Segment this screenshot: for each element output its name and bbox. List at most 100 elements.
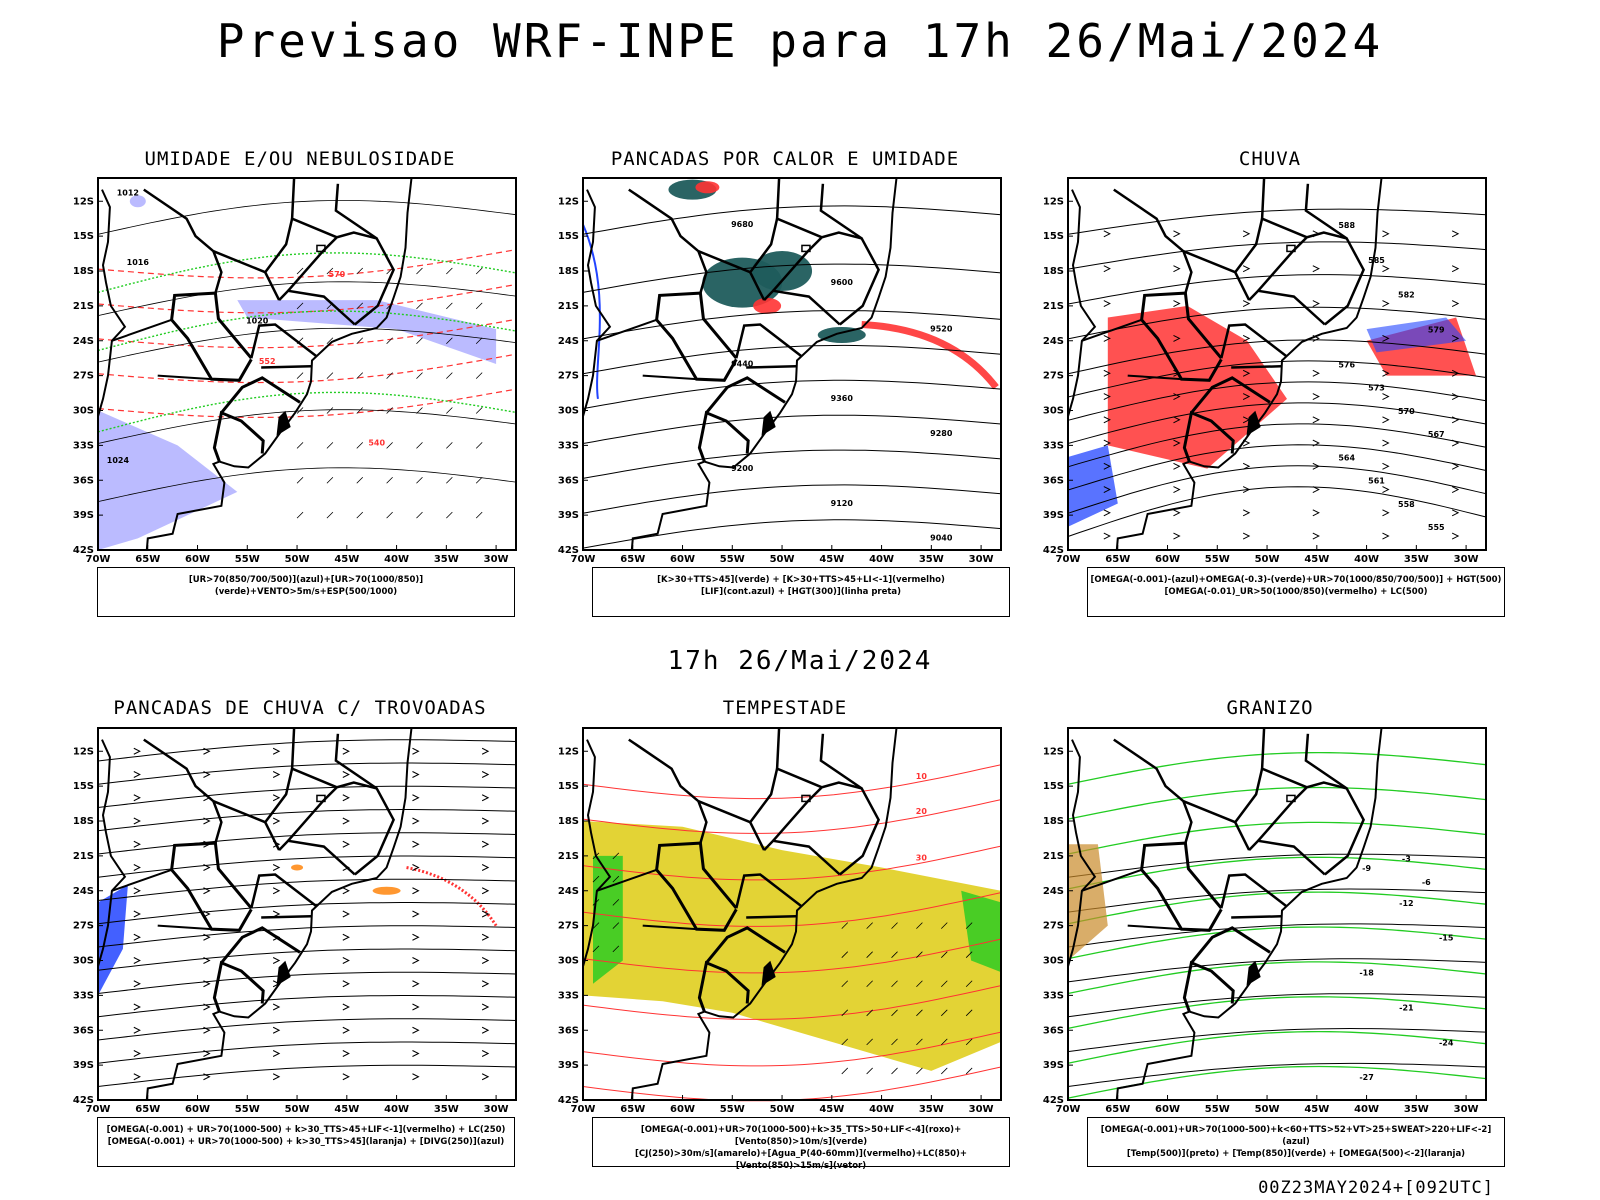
map-umidade: 1012 1016 1020 1024 570 552 540 12S 15S 18S 21S 24S… (73, 177, 517, 564)
uruguay-border (1182, 410, 1235, 463)
streamline-arrow (272, 864, 281, 871)
lon-label: 70W (1056, 1104, 1081, 1114)
lon-label: 30W (1454, 1104, 1479, 1114)
streamline-arrow (1173, 439, 1181, 447)
wind-vector (475, 476, 483, 484)
lon-label: 65W (1105, 554, 1130, 564)
height-isoline (582, 449, 1002, 479)
wind-vector-15ms (965, 1009, 973, 1017)
lon-label: 40W (384, 1104, 409, 1114)
lat-label: 33S (73, 990, 94, 1001)
lon-label: 50W (285, 1104, 310, 1114)
height-isoline (582, 263, 1002, 293)
wind-vector (356, 476, 364, 484)
streamline-arrow (1173, 393, 1181, 400)
lat-label: 36S (73, 1025, 94, 1036)
streamline-arrow (1382, 509, 1390, 517)
streamline-arrow (1242, 369, 1251, 377)
streamline-arrow (1382, 230, 1390, 238)
lon-label: 45W (334, 554, 359, 564)
temp500-isoline (1067, 888, 1487, 913)
legend-line: [K>30+TTS>45](verde) + [K>30+TTS>45+LI<-… (657, 575, 945, 585)
height-isoline (582, 379, 1002, 410)
ba-border (1304, 733, 1348, 790)
streamline-arrow (1173, 334, 1181, 342)
streamline-arrow (1173, 486, 1181, 493)
legend-line: [UR>70(850/700/500)](azul)+[UR>70(1000/8… (188, 575, 424, 597)
map-frame (1067, 727, 1487, 1101)
streamline-arrow (1103, 509, 1111, 517)
geopotential-isoline (1067, 241, 1487, 270)
argentina-border (642, 374, 697, 381)
isobar-label: 1016 (127, 258, 150, 267)
streamline-arrow (1103, 486, 1111, 493)
streamline-arrow (1103, 532, 1111, 540)
lat-label: 30S (558, 406, 579, 417)
wind-vector (416, 302, 423, 310)
streamline-arrow (342, 771, 350, 778)
wind-vector-15ms (841, 980, 849, 988)
wind-vector (386, 407, 393, 414)
divergence-blue (98, 884, 128, 996)
uruguay-border (1182, 960, 1235, 1013)
wind-vector-15ms (866, 1038, 873, 1046)
wind-vector (386, 337, 393, 345)
wind-vector (326, 442, 334, 449)
lon-label: 60W (185, 1104, 210, 1114)
geopotential-isoline (1067, 465, 1487, 514)
mt-border (1182, 800, 1236, 824)
geopotential-isoline (1067, 486, 1487, 537)
lon-label: 45W (1304, 1104, 1329, 1114)
go-border (1260, 177, 1308, 239)
wind-vector (446, 302, 453, 310)
lat-label: 42S (558, 545, 579, 556)
bolivia-border (628, 738, 708, 844)
coastline (145, 727, 413, 1101)
panel-title-pancadas-calor: PANCADAS POR CALOR E UMIDADE (610, 148, 960, 170)
andes-border (582, 739, 612, 967)
wind-vector (386, 267, 393, 275)
streamline-arrow (1103, 230, 1111, 238)
streamline (97, 948, 517, 971)
sp-mg-border (763, 839, 841, 876)
wind-vector (475, 302, 483, 310)
geopotential-isoline (1067, 306, 1487, 340)
isobar-label: 1024 (107, 456, 130, 465)
height-isoline (582, 205, 1002, 235)
lat-label: 18S (1043, 266, 1064, 277)
wind-vector-15ms (916, 951, 923, 958)
mt-border (1182, 250, 1236, 274)
height-isoline (582, 414, 1002, 444)
omega-orange (1068, 844, 1108, 961)
ms-go-border (263, 218, 294, 301)
wind-vector (446, 407, 453, 414)
lon-label: 40W (1354, 1104, 1379, 1114)
wind-vector-15ms (866, 980, 873, 988)
streamline-arrow (1382, 486, 1390, 493)
legend-line: [OMEGA(-0.001)+UR>70(1000-500)+k<60+TTS>… (1100, 1125, 1492, 1147)
lat-label: 27S (73, 371, 94, 382)
ba-border (819, 183, 863, 240)
lagoa-dos-patos (1246, 960, 1261, 986)
wind-vector-15ms (612, 922, 620, 929)
temp850-isoline (1067, 786, 1487, 820)
ms-go-border (748, 218, 779, 301)
go-border (1260, 727, 1308, 789)
streamline-arrow (1242, 300, 1251, 307)
streamline-arrow (1103, 300, 1111, 307)
geopotential-label: 570 (1398, 407, 1415, 416)
geopotential-label: 555 (1428, 523, 1445, 532)
ba-border (819, 733, 863, 790)
map-frame (97, 177, 517, 551)
thickness-label: 570 (329, 270, 346, 279)
lat-label: 24S (73, 336, 94, 347)
geopotential-isoline (1067, 402, 1487, 444)
paraguay-border (170, 841, 253, 932)
ba-border (334, 733, 378, 790)
streamline-arrow (1103, 462, 1111, 470)
lc850-streamline (582, 845, 1002, 881)
streamline-arrow (133, 1073, 141, 1081)
geopotential-label: 564 (1338, 453, 1355, 462)
streamline-arrow (1382, 439, 1390, 447)
sc-border (261, 365, 312, 369)
